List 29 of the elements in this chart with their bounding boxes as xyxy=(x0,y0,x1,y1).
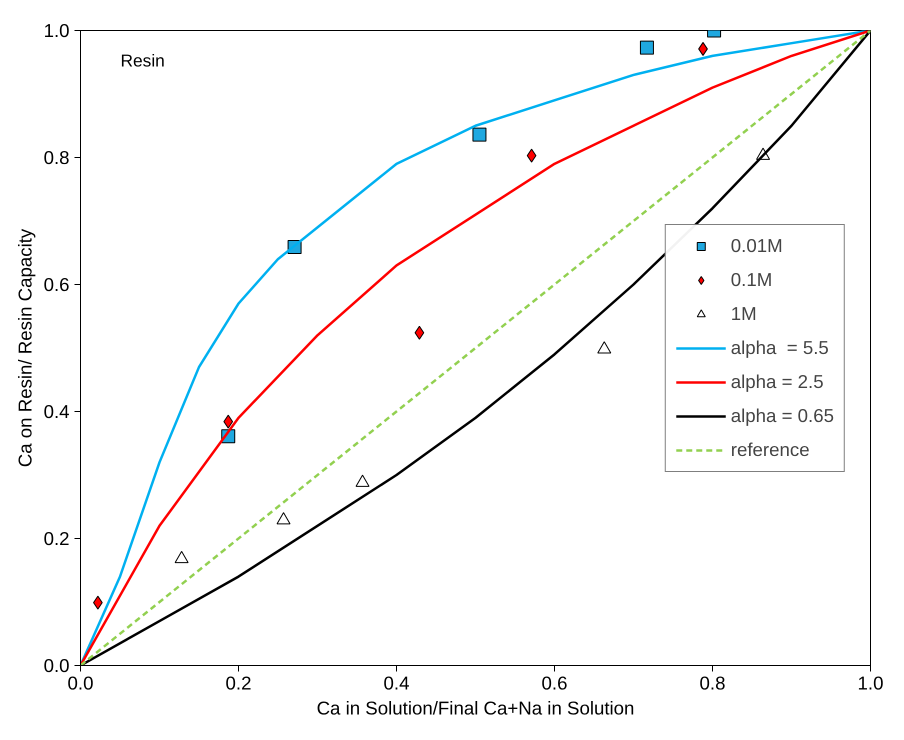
y-tick-label: 0.0 xyxy=(44,655,70,676)
legend-label: 0.01M xyxy=(730,234,783,256)
x-tick-label: 1.0 xyxy=(858,672,884,694)
legend-label: alpha = 5.5 xyxy=(730,336,829,358)
y-axis-title: Ca on Resin/ Resin Capacity xyxy=(14,228,36,468)
x-tick-label: 0.6 xyxy=(542,672,568,694)
legend-label: 0.1M xyxy=(730,268,772,290)
y-tick-label: 1.0 xyxy=(44,20,70,41)
point xyxy=(276,512,291,524)
point xyxy=(356,474,370,487)
point xyxy=(223,414,234,429)
x-axis-title: Ca in Solution/Final Ca+Na in Solution xyxy=(316,698,634,718)
point xyxy=(174,550,189,564)
y-tick-label: 0.6 xyxy=(44,274,70,295)
point xyxy=(472,128,486,142)
x-tick-label: 0.2 xyxy=(226,672,252,694)
point xyxy=(597,341,612,354)
annotation: Resin xyxy=(120,50,165,70)
legend-label: 1M xyxy=(730,302,757,324)
x-tick-label: 0.0 xyxy=(68,672,94,694)
legend-label: alpha = 2.5 xyxy=(730,370,824,392)
x-tick-label: 0.8 xyxy=(700,672,726,694)
x-tick-label: 0.4 xyxy=(384,672,410,694)
y-tick-label: 0.2 xyxy=(44,528,70,549)
y-tick-label: 0.8 xyxy=(44,147,70,168)
legend-label: reference xyxy=(730,438,810,460)
y-tick-label: 0.4 xyxy=(44,401,70,422)
point xyxy=(640,40,654,55)
legend-label: alpha = 0.65 xyxy=(730,404,834,426)
